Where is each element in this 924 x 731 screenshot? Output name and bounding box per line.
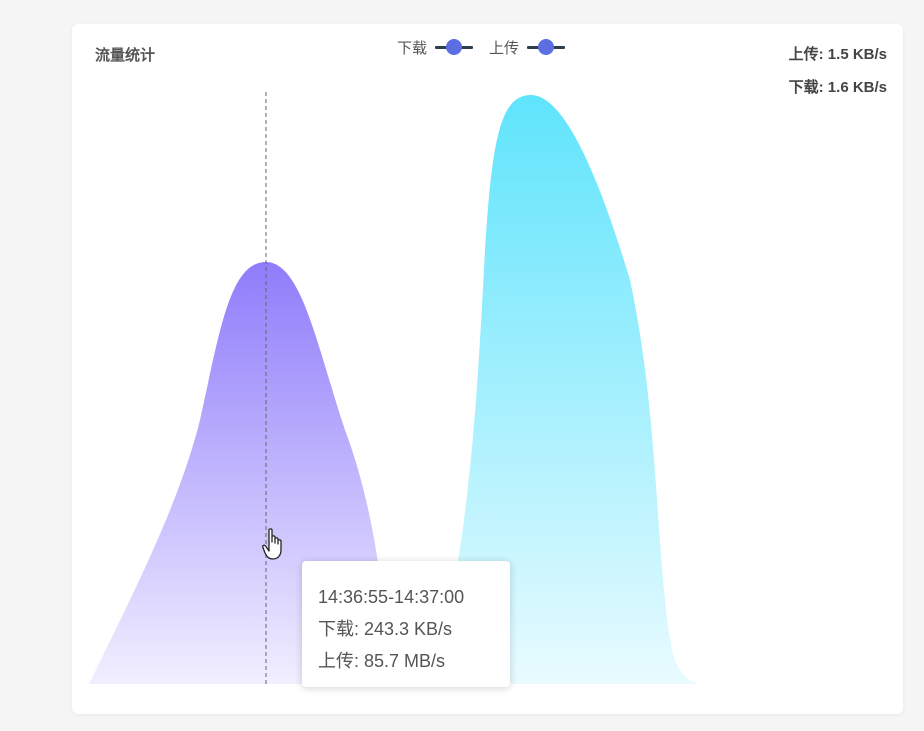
area-series-upload[interactable] [430, 95, 703, 684]
legend-item-download[interactable]: 下载 [397, 37, 474, 58]
legend-label-download: 下载 [397, 39, 428, 57]
tooltip-time: 14:36:55-14:37:00 [318, 587, 465, 607]
chart-legend: 下载 上传 [397, 36, 581, 58]
tooltip-upload: 上传: 85.7 MB/s [318, 651, 446, 671]
hand-pointer-icon [262, 528, 282, 560]
panel-title: 流量统计 [95, 47, 156, 64]
legend-label-upload: 上传 [489, 39, 520, 57]
tooltip-download: 下载: 243.3 KB/s [318, 619, 453, 639]
download-speed: 下载: 1.6 KB/s [788, 79, 887, 96]
legend-line-dot-icon [527, 39, 566, 55]
upload-speed: 上传: 1.5 KB/s [788, 46, 887, 63]
legend-line-dot-icon [435, 39, 474, 55]
legend-item-upload[interactable]: 上传 [489, 37, 566, 58]
chart-tooltip: 14:36:55-14:37:00 下载: 243.3 KB/s 上传: 85.… [302, 561, 510, 687]
